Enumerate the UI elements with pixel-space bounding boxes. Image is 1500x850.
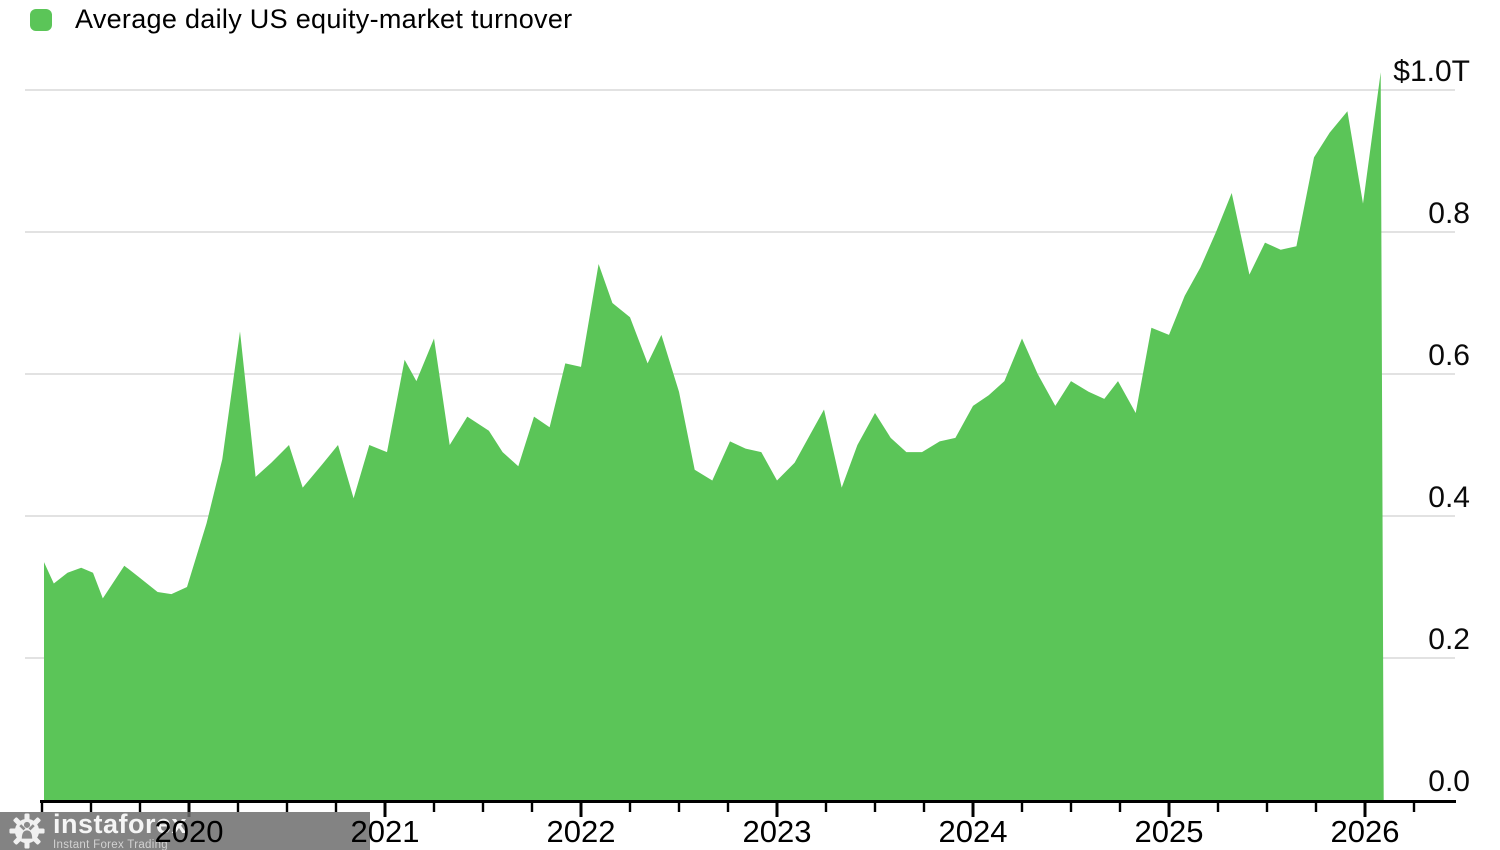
y-tick-label: 0.6 xyxy=(1428,339,1470,372)
y-tick-label: 0.8 xyxy=(1428,197,1470,230)
y-tick-label: 0.4 xyxy=(1428,481,1470,514)
y-tick-label: $1.0T xyxy=(1393,55,1470,88)
chart-legend: Average daily US equity-market turnover xyxy=(30,4,572,35)
instaforex-watermark: instaforex Instant Forex Trading xyxy=(0,808,370,850)
y-axis-labels: 0.0 0.2 0.4 0.6 0.8 $1.0T xyxy=(1393,55,1470,798)
y-tick-label: 0.0 xyxy=(1428,765,1470,798)
instaforex-gear-icon xyxy=(9,813,45,849)
y-tick-label: 0.2 xyxy=(1428,623,1470,656)
x-axis-ticks xyxy=(40,800,1416,817)
watermark-brand-text: instaforex xyxy=(53,808,188,839)
legend-label: Average daily US equity-market turnover xyxy=(75,4,573,34)
watermark-tagline-text: Instant Forex Trading xyxy=(53,838,168,850)
turnover-area-series xyxy=(44,72,1384,801)
legend-swatch-icon xyxy=(30,8,52,31)
